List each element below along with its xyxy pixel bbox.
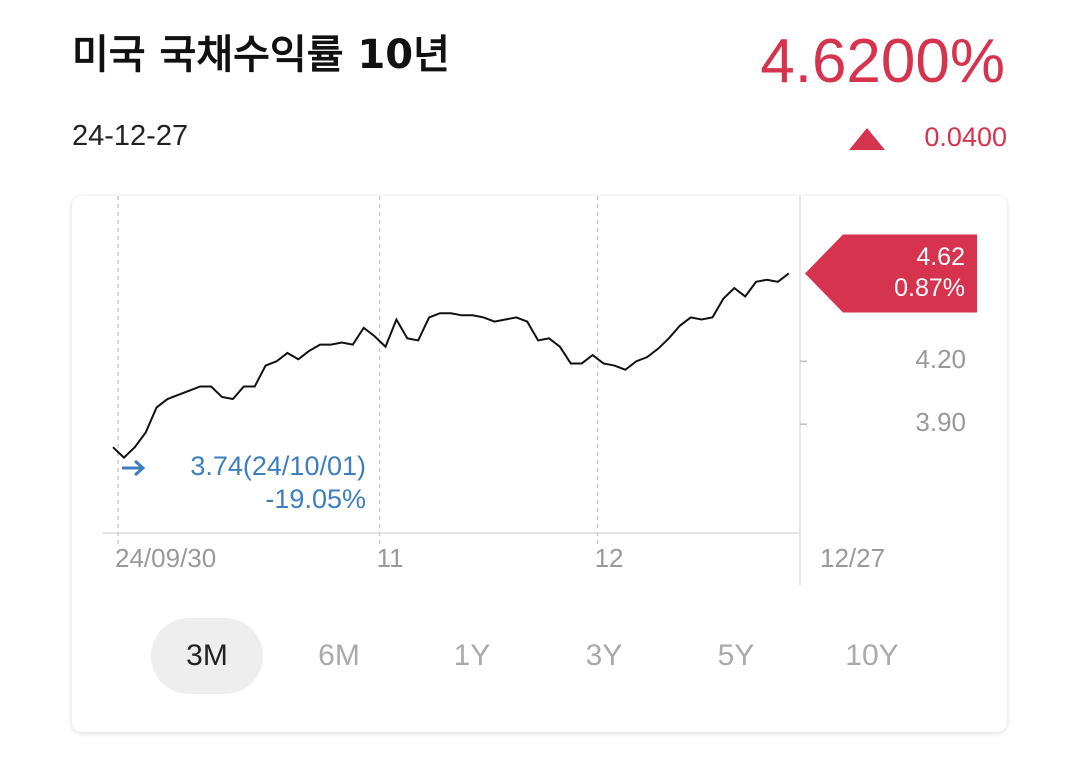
up-icon — [849, 128, 885, 150]
price-tag-value: 4.62 — [916, 243, 965, 271]
x-tick-label: 24/09/30 — [115, 543, 216, 573]
min-label: 3.74(24/10/01) — [190, 451, 366, 481]
x-tick-label: 12/27 — [820, 543, 885, 573]
range-button[interactable]: 5Y — [717, 639, 755, 672]
change: 0.0400 — [924, 122, 1007, 152]
min-arrow — [122, 459, 146, 477]
range-button[interactable]: 10Y — [845, 639, 899, 672]
price-tag — [805, 234, 977, 313]
title: 미국 국채수익률 10년 — [72, 32, 450, 78]
range-button[interactable]: 6M — [318, 639, 360, 672]
y-tick-label: 3.90 — [915, 407, 966, 437]
y-tick-label: 4.20 — [915, 344, 966, 374]
x-tick-label: 12 — [595, 543, 624, 573]
date: 24-12-27 — [72, 120, 189, 152]
range-button[interactable]: 3M — [151, 618, 263, 694]
range-button[interactable]: 3Y — [585, 639, 623, 672]
x-tick-label: 11 — [377, 543, 404, 573]
price: 4.6200% — [760, 27, 1005, 96]
line — [112, 272, 790, 460]
min-change: -19.05% — [265, 484, 366, 514]
range-button[interactable]: 1Y — [453, 639, 491, 672]
price-tag-change: 0.87% — [894, 274, 965, 302]
